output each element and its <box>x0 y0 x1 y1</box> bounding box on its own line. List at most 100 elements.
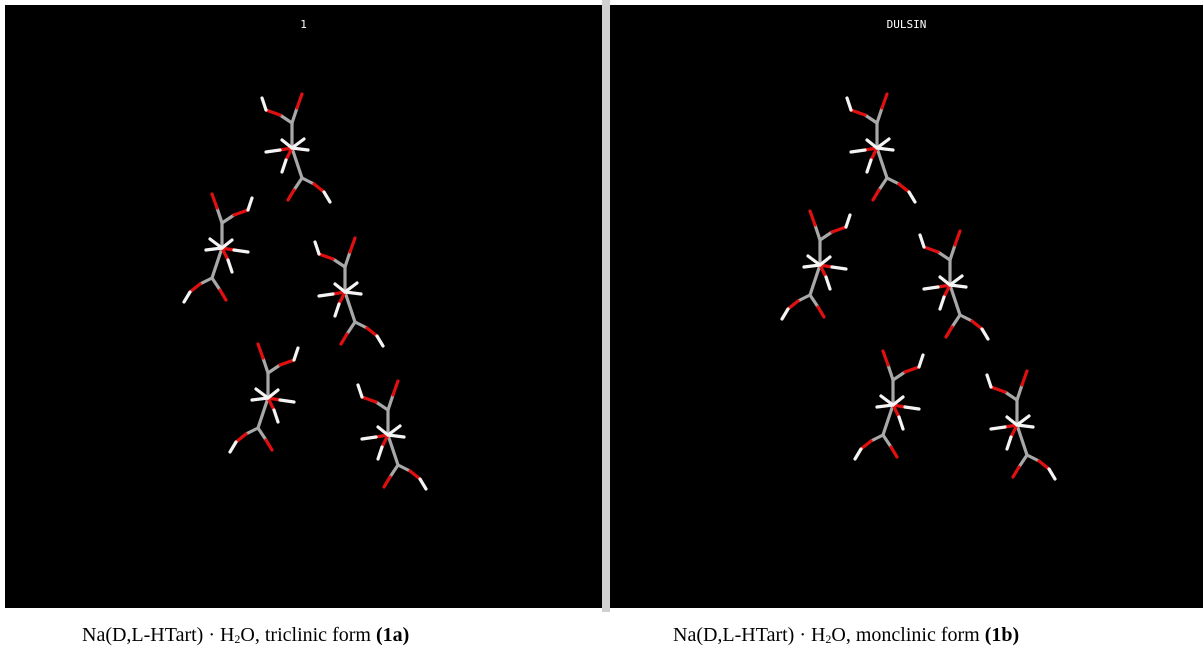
bond <box>246 428 258 434</box>
bond <box>280 115 292 123</box>
bond <box>377 336 383 346</box>
bond <box>362 397 376 402</box>
bond <box>280 400 294 402</box>
bond <box>280 360 294 365</box>
bond <box>234 250 248 252</box>
bond <box>1013 467 1019 477</box>
molecule-view <box>610 5 1203 608</box>
bond <box>345 252 350 267</box>
bond <box>388 395 393 410</box>
bond <box>266 440 272 450</box>
bond <box>1017 425 1027 455</box>
bond <box>266 150 280 152</box>
caption: Na(D,L-HTart) · H2O, monclinic form (1b) <box>673 624 1019 647</box>
bond <box>341 334 347 344</box>
molecule <box>987 371 1055 479</box>
bond <box>362 437 376 439</box>
bond <box>991 427 1005 429</box>
bond <box>810 211 815 225</box>
bond <box>297 94 302 108</box>
bond <box>234 210 248 215</box>
bond <box>909 192 915 202</box>
bond <box>262 98 266 110</box>
bond <box>972 321 982 329</box>
bond <box>893 372 905 380</box>
bond <box>810 295 818 307</box>
bond <box>184 292 190 302</box>
bond <box>268 365 280 373</box>
bond <box>258 428 266 440</box>
caption-text: O, monclinic form <box>831 624 984 646</box>
bond <box>950 285 966 287</box>
bond <box>867 160 871 172</box>
bond <box>294 348 298 360</box>
bond <box>905 407 919 409</box>
bond <box>919 355 923 367</box>
molecule <box>358 381 426 489</box>
bond <box>212 194 217 208</box>
bond <box>292 148 308 150</box>
bond <box>236 434 246 442</box>
bond <box>982 329 988 339</box>
bond <box>882 94 887 108</box>
bond <box>924 247 938 252</box>
bond <box>883 435 891 447</box>
caption: Na(D,L-HTart) · H2O, triclinic form (1a) <box>82 624 409 647</box>
bond <box>358 385 362 397</box>
bond <box>212 278 220 290</box>
bond <box>861 441 871 449</box>
caption-text: Na(D,L-HTart) · H <box>673 624 825 646</box>
bond <box>288 190 294 200</box>
bond <box>820 232 832 240</box>
bond <box>865 115 877 123</box>
bond <box>410 471 420 479</box>
bond <box>891 447 897 457</box>
bond <box>1007 437 1011 449</box>
bond <box>888 365 893 380</box>
molecule <box>847 94 915 202</box>
viewer-panel: DULSIN <box>610 5 1203 608</box>
bond <box>832 227 846 232</box>
caption-label: (1b) <box>985 624 1019 646</box>
bond <box>282 160 286 172</box>
bond <box>248 198 252 210</box>
bond <box>1022 371 1027 385</box>
bond <box>851 150 865 152</box>
bond <box>798 295 810 301</box>
bond <box>212 248 222 278</box>
bond <box>190 284 200 292</box>
bond <box>258 344 263 358</box>
bond <box>879 178 887 190</box>
bond <box>815 225 820 240</box>
molecule <box>782 211 850 319</box>
bond <box>315 242 319 254</box>
bond <box>266 110 280 115</box>
viewer-panel: 1 <box>5 5 602 608</box>
bond <box>319 294 333 296</box>
bond <box>302 178 314 184</box>
bond <box>292 148 302 178</box>
bond <box>873 190 879 200</box>
bond <box>390 465 398 477</box>
bond <box>960 315 972 321</box>
bond <box>883 351 888 365</box>
bond <box>847 98 851 110</box>
bond <box>1049 469 1055 479</box>
divider <box>602 0 610 612</box>
bond <box>920 235 924 247</box>
bond <box>877 108 882 123</box>
bond <box>206 248 222 250</box>
bond <box>314 184 324 192</box>
bond <box>228 260 232 272</box>
bond <box>319 254 333 259</box>
bond <box>1019 455 1027 467</box>
bond <box>376 402 388 410</box>
bond <box>355 322 367 328</box>
bond <box>950 245 955 260</box>
bond <box>952 315 960 327</box>
bond <box>345 292 361 294</box>
bond <box>333 259 345 267</box>
bond <box>1017 425 1033 427</box>
bond <box>230 442 236 452</box>
bond <box>782 309 788 319</box>
